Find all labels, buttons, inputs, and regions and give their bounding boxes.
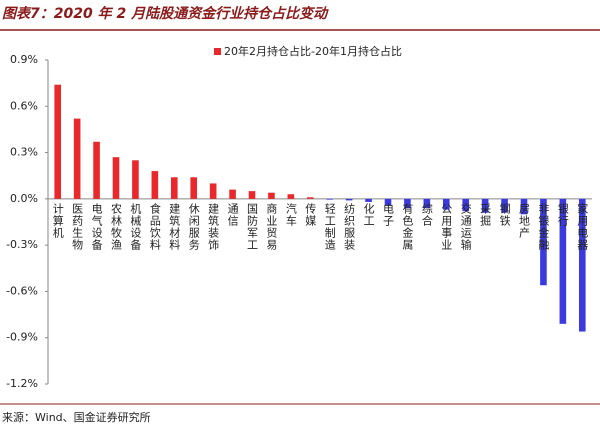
x-tick-label: 食品饮料 bbox=[148, 202, 161, 251]
bar bbox=[462, 198, 470, 212]
bar bbox=[268, 192, 275, 199]
bar bbox=[326, 198, 334, 200]
y-tick-label: 0.6% bbox=[10, 99, 38, 112]
x-tick-label: 国防军工 bbox=[246, 203, 259, 251]
bar bbox=[578, 198, 586, 332]
bar bbox=[287, 194, 295, 199]
bar bbox=[229, 189, 236, 199]
y-tick-label: 0.3% bbox=[10, 146, 38, 159]
bar bbox=[540, 198, 547, 286]
x-tick-label: 建筑材料 bbox=[168, 202, 181, 251]
x-tick-label: 轻工制造 bbox=[323, 202, 336, 251]
legend-label: 20年2月持仓占比-20年1月持仓占比 bbox=[224, 44, 402, 58]
bar bbox=[209, 183, 217, 199]
bar bbox=[112, 157, 120, 199]
x-tick-label: 公用事业 bbox=[440, 203, 453, 251]
x-tick-label: 商业贸易 bbox=[265, 202, 278, 251]
y-tick-label: -0.3% bbox=[6, 238, 38, 251]
legend-swatch bbox=[214, 48, 221, 55]
x-tick-label: 机械设备 bbox=[129, 202, 142, 251]
bar bbox=[93, 141, 100, 199]
y-tick-label: -0.9% bbox=[6, 331, 38, 344]
x-tick-label: 计算机 bbox=[51, 203, 64, 239]
y-tick-label: 0.9% bbox=[10, 53, 38, 66]
x-tick-label: 采掘 bbox=[479, 203, 492, 227]
bar bbox=[384, 198, 392, 206]
x-tick-label: 电子 bbox=[382, 203, 395, 227]
x-tick-label: 交通运输 bbox=[459, 202, 472, 251]
bar bbox=[404, 198, 411, 209]
x-tick-label: 农林牧渔 bbox=[110, 202, 123, 251]
x-tick-label: 建筑装饰 bbox=[207, 202, 220, 251]
x-tick-label: 汽车 bbox=[284, 202, 297, 227]
bar bbox=[481, 198, 489, 213]
bar bbox=[345, 198, 353, 201]
x-tick-label: 银行 bbox=[556, 202, 569, 227]
x-tick-label: 纺织服装 bbox=[343, 202, 356, 251]
bar bbox=[423, 198, 431, 209]
x-tick-label: 医药生物 bbox=[71, 203, 84, 251]
bar bbox=[520, 198, 528, 215]
x-tick-label: 综合 bbox=[420, 202, 433, 227]
bar bbox=[73, 118, 81, 199]
x-tick-label: 电气设备 bbox=[90, 203, 103, 251]
x-tick-label: 化工 bbox=[362, 202, 375, 227]
x-tick-label: 通信 bbox=[226, 203, 239, 227]
bar bbox=[442, 198, 450, 210]
y-tick-label: -0.6% bbox=[6, 284, 38, 297]
x-tick-label: 传媒 bbox=[304, 203, 317, 227]
x-tick-label: 非银金融 bbox=[537, 203, 550, 251]
bar bbox=[501, 198, 508, 213]
bar bbox=[190, 177, 198, 199]
bar bbox=[151, 171, 159, 199]
source: 来源：Wind、国金证券研究所 bbox=[2, 410, 151, 424]
bar bbox=[132, 160, 139, 199]
y-tick-label: -1.2% bbox=[6, 377, 38, 390]
bar bbox=[365, 198, 372, 202]
x-tick-label: 休闲服务 bbox=[187, 203, 200, 251]
x-tick-label: 房地产 bbox=[518, 203, 531, 239]
bar bbox=[559, 198, 567, 324]
y-tick-label: 0.0% bbox=[10, 192, 38, 205]
x-tick-label: 家用电器 bbox=[576, 202, 589, 251]
x-tick-label: 有色金属 bbox=[401, 202, 414, 251]
bar bbox=[54, 84, 62, 199]
bar bbox=[306, 197, 314, 199]
x-tick-label: 钢铁 bbox=[498, 203, 511, 227]
chart-title: 图表7：2020 年 2 月陆股通资金行业持仓占比变动 bbox=[2, 5, 329, 22]
bar bbox=[248, 191, 256, 199]
bar bbox=[170, 177, 178, 199]
